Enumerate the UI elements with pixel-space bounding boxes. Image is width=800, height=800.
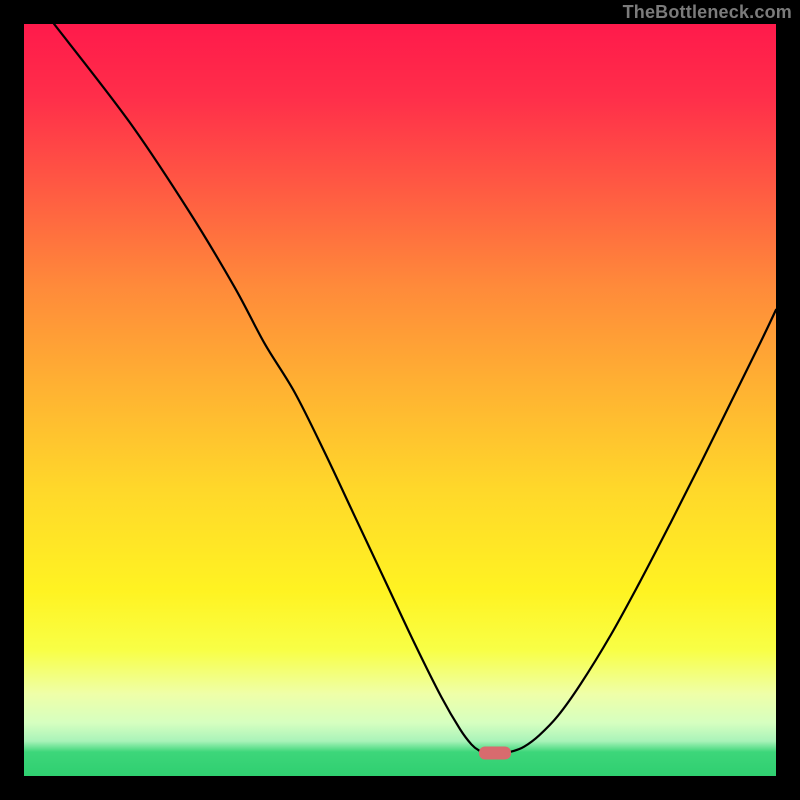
optimum-marker <box>479 746 511 759</box>
plot-area <box>24 24 776 776</box>
chart-container: TheBottleneck.com <box>0 0 800 800</box>
watermark-text: TheBottleneck.com <box>623 2 792 23</box>
bottleneck-curve <box>24 24 776 776</box>
curve-path <box>54 24 776 753</box>
